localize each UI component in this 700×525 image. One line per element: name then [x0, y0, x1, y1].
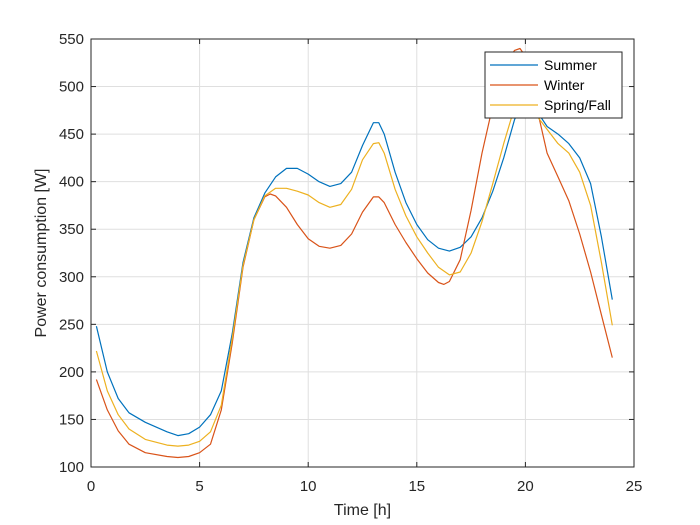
plot-frame — [90, 38, 635, 468]
x-tick-label: 15 — [408, 478, 425, 495]
y-tick-label: 550 — [59, 31, 84, 48]
y-axis-label: Power consumption [W] — [33, 169, 50, 338]
x-tick-label: 5 — [195, 478, 203, 495]
legend-label: Winter — [544, 77, 585, 93]
y-tick-label: 350 — [59, 221, 84, 238]
y-tick-label: 100 — [59, 459, 84, 476]
x-axis: 0 5 10 15 20 25 — [87, 39, 643, 495]
legend-label: Summer — [544, 57, 597, 73]
y-tick-label: 300 — [59, 269, 84, 286]
y-tick-label: 400 — [59, 174, 84, 191]
y-tick-label: 500 — [59, 79, 84, 96]
legend: Summer Winter Spring/Fall — [484, 51, 623, 119]
x-tick-label: 20 — [517, 478, 534, 495]
y-tick-label: 250 — [59, 316, 84, 333]
y-tick-label: 150 — [59, 411, 84, 428]
legend-label: Spring/Fall — [544, 97, 611, 113]
y-axis: 100 150 200 250 300 350 400 450 500 550 — [59, 31, 634, 476]
x-tick-label: 25 — [626, 478, 643, 495]
y-tick-label: 200 — [59, 364, 84, 381]
x-tick-label: 0 — [87, 478, 95, 495]
x-tick-label: 10 — [300, 478, 317, 495]
x-axis-label: Time [h] — [334, 502, 391, 519]
y-tick-label: 450 — [59, 126, 84, 143]
